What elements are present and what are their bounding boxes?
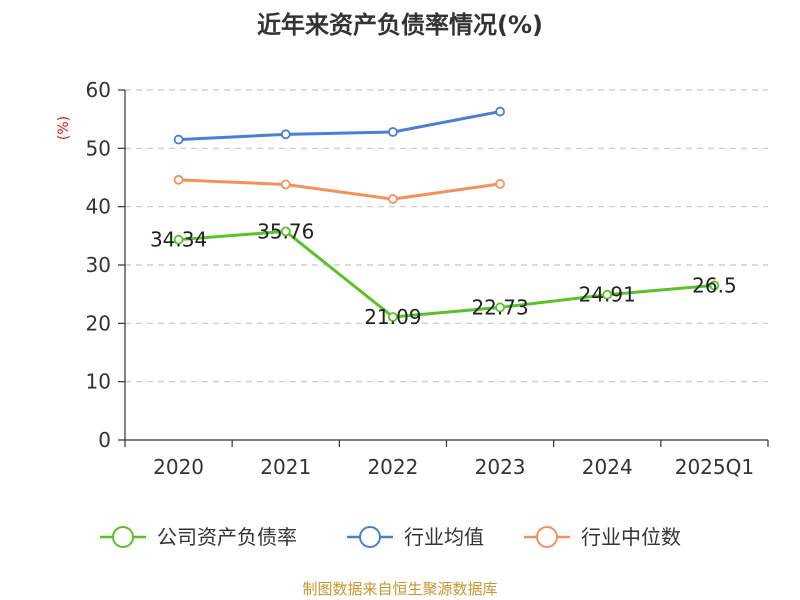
series-line bbox=[178, 110, 501, 142]
data-label: 22.73 bbox=[471, 295, 528, 319]
data-point bbox=[173, 234, 184, 245]
data-label: 26.5 bbox=[692, 273, 737, 297]
data-label: 34.34 bbox=[150, 228, 207, 252]
data-point bbox=[495, 106, 505, 117]
y-tick-label: 50 bbox=[86, 136, 111, 160]
data-point bbox=[173, 174, 184, 185]
x-tick-label: 2021 bbox=[260, 455, 311, 479]
y-tick-label: 30 bbox=[86, 253, 111, 277]
series-line bbox=[178, 178, 501, 201]
legend-swatch-marker bbox=[112, 526, 134, 548]
source-note: 制图数据来自恒生聚源数据库 bbox=[302, 580, 497, 598]
data-labels: 34.34 35.76 21.09 22.73 24.91 26.5 bbox=[150, 219, 737, 329]
data-point bbox=[495, 302, 505, 313]
legend-swatch-marker bbox=[536, 526, 558, 548]
y-tick-label: 10 bbox=[86, 370, 111, 394]
series-group bbox=[173, 106, 720, 322]
gridlines bbox=[125, 89, 768, 383]
data-point bbox=[709, 280, 720, 291]
x-tick-label: 2022 bbox=[367, 455, 418, 479]
y-tick-label: 60 bbox=[86, 78, 111, 102]
data-point bbox=[388, 127, 398, 137]
x-tick-label: 2023 bbox=[475, 455, 526, 479]
y-tick-label: 40 bbox=[86, 195, 111, 219]
x-tick-label: 2025Q1 bbox=[675, 455, 754, 479]
data-label: 24.91 bbox=[579, 283, 636, 307]
legend-swatch-marker bbox=[359, 526, 381, 548]
data-point bbox=[280, 179, 291, 190]
y-tick-label: 20 bbox=[86, 311, 111, 335]
x-tick-label: 2020 bbox=[153, 455, 204, 479]
series-line bbox=[178, 229, 715, 319]
y-axis-label: (%) bbox=[56, 116, 72, 140]
legend: 公司资产负债率 行业均值 行业中位数 bbox=[100, 525, 681, 549]
x-tick-label: 2024 bbox=[582, 455, 633, 479]
y-tick-label: 0 bbox=[98, 428, 111, 452]
data-point bbox=[388, 194, 398, 204]
legend-label: 公司资产负债率 bbox=[157, 525, 297, 549]
data-point bbox=[173, 134, 184, 145]
data-point bbox=[280, 226, 291, 237]
data-point bbox=[280, 129, 291, 140]
data-label: 35.76 bbox=[257, 219, 314, 243]
data-point bbox=[495, 179, 505, 189]
data-point bbox=[388, 312, 398, 322]
data-point bbox=[602, 289, 613, 300]
axes: 0 10 20 30 40 50 60 2020 2021 2022 2023 2024 2025Q1 bbox=[86, 78, 769, 479]
legend-label: 行业中位数 bbox=[581, 525, 681, 549]
chart-title: 近年来资产负债率情况(%) bbox=[257, 11, 543, 39]
legend-label: 行业均值 bbox=[404, 525, 484, 549]
data-label: 21.09 bbox=[364, 305, 421, 329]
